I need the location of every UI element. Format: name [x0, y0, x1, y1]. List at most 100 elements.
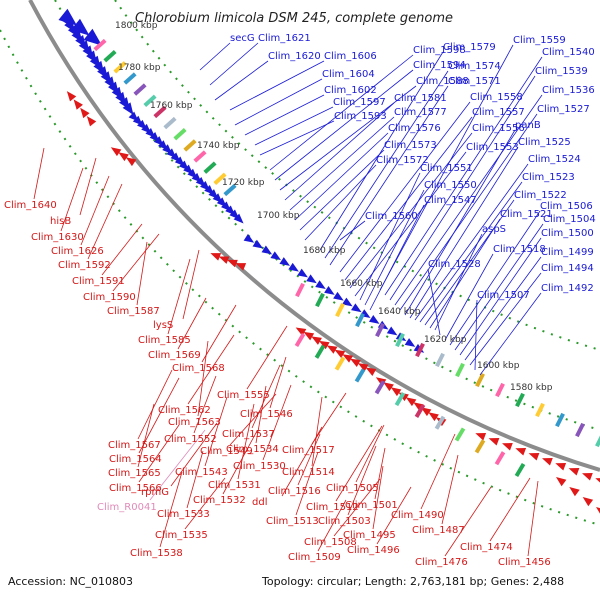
forward-gene-label: Clim_1504	[543, 214, 596, 225]
forward-gene-arrow	[122, 102, 134, 115]
forward-gene-block	[375, 322, 385, 338]
leader-line	[193, 375, 217, 434]
forward-gene-label: Clim_1551	[420, 163, 473, 174]
leader-line	[299, 149, 385, 231]
leader-line	[184, 477, 226, 530]
forward-gene-label: Clim_1577	[394, 107, 447, 118]
reverse-gene-label: Clim_1552	[164, 434, 217, 445]
forward-gene-arrow	[261, 245, 273, 255]
leader-line	[237, 403, 255, 480]
tick-label: 1660 kbp	[340, 279, 383, 289]
forward-gene-label: Clim_1557	[472, 107, 525, 118]
leader-line	[454, 223, 544, 351]
reverse-gene-block	[474, 439, 486, 454]
forward-gene-block	[223, 183, 237, 197]
reverse-gene-label: Clim_1533	[157, 509, 210, 520]
forward-gene-arrow	[297, 268, 308, 278]
reverse-gene-label: Clim_1495	[343, 530, 396, 541]
leader-line	[33, 147, 45, 200]
reverse-gene-label: Clim_1562	[158, 405, 211, 416]
reverse-gene-arrow	[303, 331, 315, 341]
reverse-gene-label: Clim_1509	[288, 552, 341, 563]
reverse-gene-label: Clim_1530	[233, 461, 286, 472]
reverse-gene-label: Clim_1508	[304, 537, 357, 548]
reverse-gene-arrow	[413, 402, 424, 412]
leader-line	[379, 44, 514, 291]
reverse-gene-arrow	[582, 496, 594, 507]
forward-gene-block	[183, 139, 197, 152]
leader-line	[374, 447, 386, 500]
forward-gene-block	[295, 282, 305, 298]
leader-line	[394, 94, 543, 306]
reverse-gene-arrow	[556, 476, 567, 487]
leader-line	[317, 499, 347, 552]
forward-gene-label: Clim_1500	[541, 228, 594, 239]
leader-line	[197, 340, 209, 417]
tick-label: 1720 kbp	[222, 178, 265, 188]
leader-line	[112, 233, 160, 292]
reverse-gene-label: Clim_1505	[326, 483, 379, 494]
forward-gene-arrow	[233, 213, 244, 224]
reverse-gene-arrow	[595, 478, 600, 486]
reverse-gene-arrow	[326, 345, 338, 354]
forward-gene-block	[595, 432, 600, 448]
leader-line	[79, 157, 97, 216]
reverse-gene-label: Clim_1534	[226, 444, 279, 455]
forward-gene-label: Clim_1525	[518, 137, 571, 148]
forward-gene-label: Clim_1550	[424, 180, 477, 191]
leader-line	[419, 181, 523, 323]
forward-gene-block	[535, 402, 545, 418]
leader-line	[170, 422, 218, 487]
reverse-gene-arrow	[383, 382, 394, 392]
reverse-gene-label: Clim_1587	[107, 306, 160, 317]
forward-gene-label: Clim_1593	[334, 111, 387, 122]
rna-gene-label: Clim_R0041	[97, 502, 157, 513]
forward-gene-label: Clim_1604	[322, 69, 375, 80]
forward-gene-label: Clim_1556	[472, 123, 525, 134]
reverse-gene-label: Clim_1496	[347, 545, 400, 556]
leader-line	[527, 480, 539, 557]
forward-gene-arrow	[386, 326, 398, 336]
leader-line	[177, 297, 207, 350]
forward-gene-label: Clim_1560	[365, 211, 418, 222]
reverse-gene-label: hisB	[50, 216, 71, 227]
gene-features	[58, 8, 600, 517]
tick-label: 1580 kbp	[510, 383, 553, 393]
forward-gene-label: Clim_1524	[528, 154, 581, 165]
reverse-gene-arrow	[73, 99, 83, 110]
forward-gene-block	[203, 161, 217, 174]
reverse-gene-arrow	[110, 147, 122, 157]
forward-gene-block	[143, 94, 157, 107]
reverse-gene-label: ddl	[252, 497, 267, 508]
leader-line	[369, 204, 425, 311]
leader-line	[259, 120, 335, 156]
forward-gene-label: Clim_1507	[477, 290, 530, 301]
forward-gene-label: Clim_1540	[542, 47, 595, 58]
leader-line	[187, 334, 235, 405]
reverse-gene-arrow	[405, 397, 417, 407]
forward-gene-label: Clim_1528	[428, 259, 481, 270]
forward-gene-label: Clim_1539	[535, 66, 588, 77]
reverse-gene-arrow	[569, 486, 580, 497]
leader-line	[137, 403, 155, 468]
leader-line	[136, 241, 148, 306]
forward-gene-block	[133, 83, 147, 96]
leader-line	[255, 385, 267, 444]
reverse-gene-label: Clim_1566	[109, 483, 162, 494]
reverse-gene-arrow	[568, 468, 580, 476]
genome-summary-text: Topology: circular; Length: 2,763,181 bp…	[261, 575, 564, 588]
leader-line	[295, 451, 319, 516]
reverse-gene-label: Clim_1487	[412, 525, 465, 536]
leader-line	[138, 424, 180, 483]
forward-gene-arrow	[306, 274, 317, 284]
forward-gene-block	[173, 128, 187, 141]
forward-gene-arrow	[270, 251, 281, 261]
reverse-gene-label: Clim_1537	[222, 429, 275, 440]
reverse-gene-arrow	[475, 433, 487, 441]
forward-gene-label: Clim_1581	[394, 93, 447, 104]
reverse-gene-label: Clim_1592	[58, 260, 111, 271]
forward-gene-arrow	[243, 233, 255, 243]
reverse-gene-label: Clim_1564	[109, 454, 162, 465]
reverse-gene-label: rpmG	[141, 487, 169, 498]
forward-gene-block	[83, 28, 103, 46]
